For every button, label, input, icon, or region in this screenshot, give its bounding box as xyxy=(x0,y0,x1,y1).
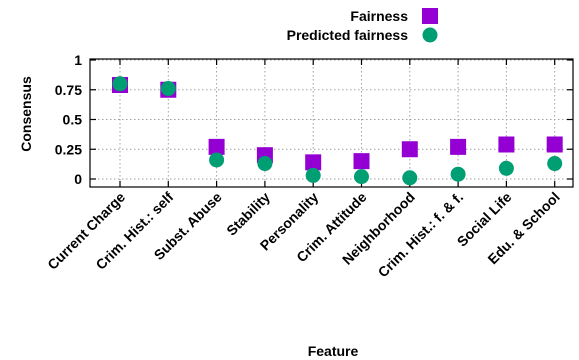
legend-label: Fairness xyxy=(350,8,408,24)
predicted-fairness-marker xyxy=(209,152,225,168)
fairness-marker xyxy=(450,138,467,155)
x-tick-label: Crim. Hist.: f. & f. xyxy=(375,189,467,281)
predicted-fairness-marker xyxy=(450,166,466,182)
predicted-fairness-marker xyxy=(257,156,273,172)
predicted-fairness-marker xyxy=(402,170,418,186)
legend-label: Predicted fairness xyxy=(287,27,409,43)
y-tick-label: 0.25 xyxy=(55,141,82,157)
y-tick-label: 0.5 xyxy=(63,112,83,128)
predicted-fairness-marker xyxy=(498,160,514,176)
predicted-fairness-marker xyxy=(160,81,176,97)
y-tick-label: 1 xyxy=(74,52,82,68)
y-axis-title: Consensus xyxy=(18,76,34,152)
legend: Fairness Predicted fairness xyxy=(287,8,438,43)
y-tick-label: 0 xyxy=(74,171,82,187)
fairness-marker xyxy=(208,138,225,155)
fairness-marker xyxy=(498,136,515,153)
predicted-fairness-marker xyxy=(112,76,128,92)
predicted-fairness-marker xyxy=(305,167,321,183)
predicted-fairness-marker xyxy=(354,169,369,185)
plot-frame xyxy=(89,58,574,188)
legend-square-icon xyxy=(422,8,438,24)
fairness-marker xyxy=(546,136,563,153)
fairness-marker xyxy=(305,154,322,171)
fairness-marker xyxy=(401,141,418,158)
y-tick-label: 0.75 xyxy=(55,82,82,98)
predicted-fairness-marker xyxy=(547,156,563,172)
x-tick-label: Stability xyxy=(223,189,273,239)
x-axis-title: Feature xyxy=(308,343,359,359)
fairness-marker xyxy=(353,153,370,170)
data-points xyxy=(112,76,563,186)
legend-circle-icon xyxy=(422,27,438,43)
